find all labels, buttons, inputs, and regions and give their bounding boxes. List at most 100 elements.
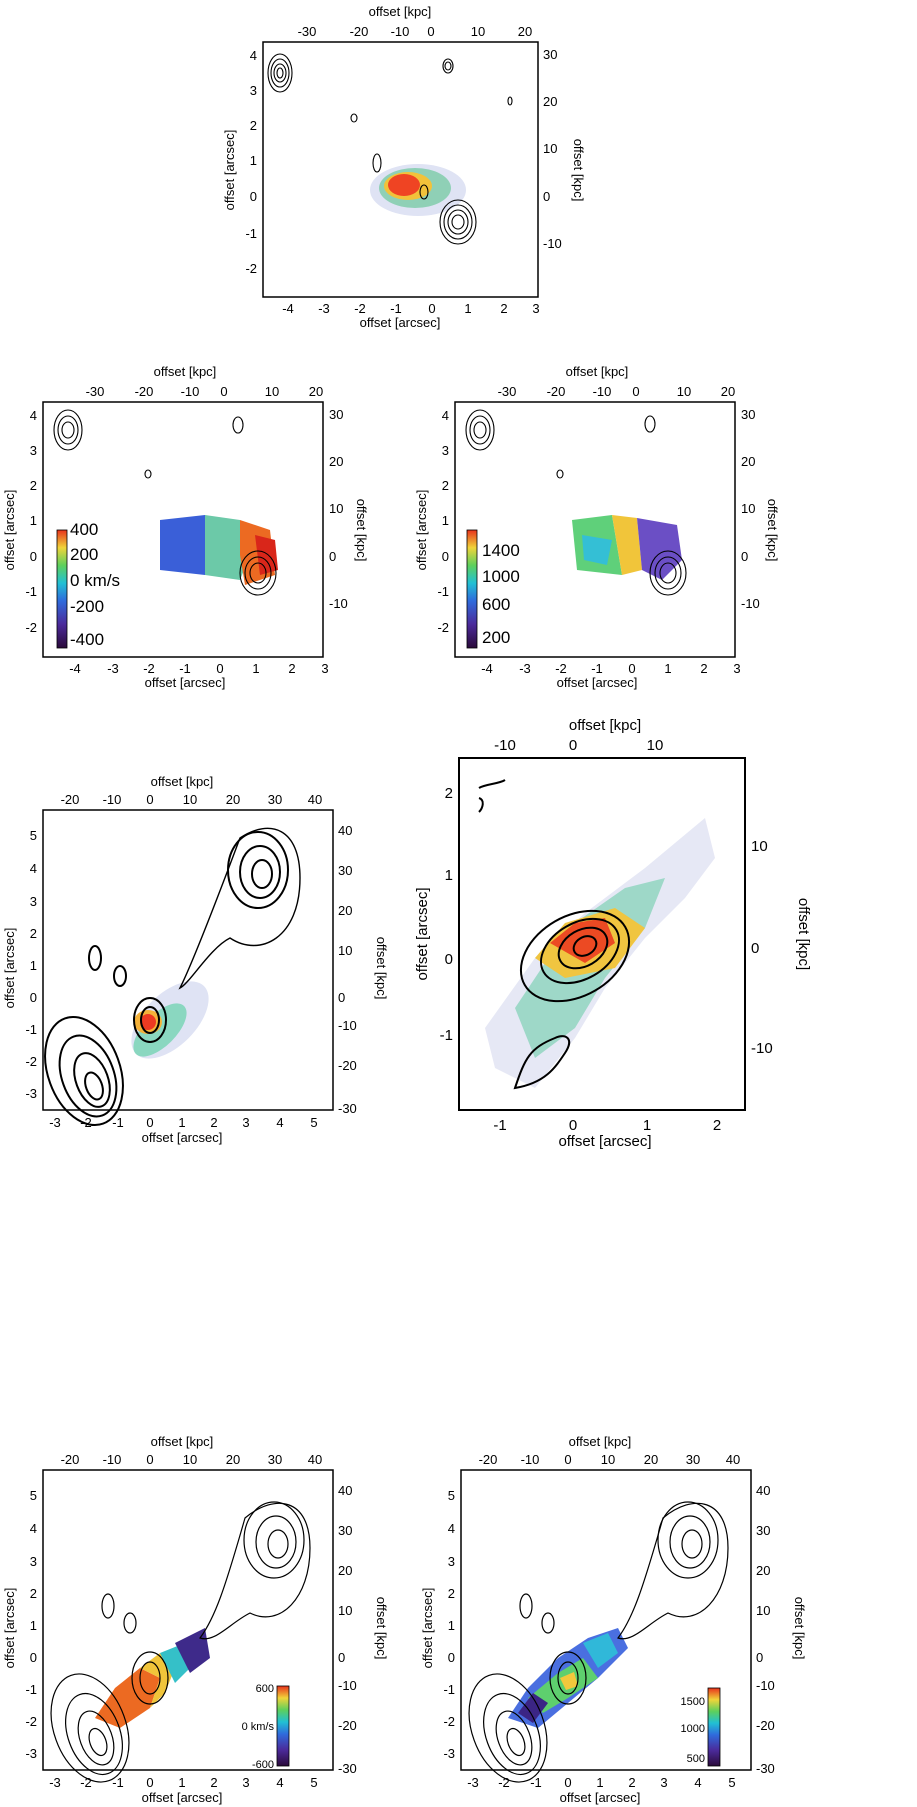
colorbar-label: 1500 [681,1696,705,1708]
plot-frame [42,1469,334,1771]
xtick-top: 30 [686,1452,700,1467]
ytick-right: 0 [329,549,336,564]
ytick-right: 20 [741,454,755,469]
contours [267,53,513,245]
ytick-right: 0 [756,1650,763,1665]
plot-frame [42,401,324,658]
xtick-top: 20 [226,1452,240,1467]
xtick-bottom: 3 [733,661,740,676]
y-axis-label-right: offset [kpc] [795,898,812,970]
ytick-left: -1 [443,1682,455,1697]
xtick-top: 10 [183,1452,197,1467]
xtick-top: -30 [298,24,317,39]
colorbar [276,1685,290,1767]
colorbar-labels: 1400 1000 600 200 [482,541,520,647]
x-axis-label-top: offset [kpc] [566,364,629,379]
panel-4-svg: -3 -2 -1 0 1 2 3 4 5 -20 -10 0 10 20 30 … [2,774,389,1145]
x-axis-label-top: offset [kpc] [154,364,217,379]
ytick-right: 30 [741,407,755,422]
ytick-left: 2 [448,1586,455,1601]
ytick-right: -10 [756,1678,775,1693]
xtick-bottom: 4 [276,1775,283,1790]
xtick-bottom: 5 [310,1115,317,1130]
ytick-left: 2 [250,118,257,133]
xtick-bottom: 3 [532,301,539,316]
colorbar-labels: 600 0 km/s -600 [242,1683,275,1771]
xtick-bottom: 5 [728,1775,735,1790]
ytick-right: 30 [338,1523,352,1538]
xtick-bottom: 3 [242,1115,249,1130]
xtick-bottom: -2 [498,1775,510,1790]
y-axis-label-left: offset [arcsec] [2,490,17,571]
ytick-right: -20 [756,1718,775,1733]
xtick-top: 20 [226,792,240,807]
ytick-left: 0 [448,1650,455,1665]
xtick-top: 10 [677,384,691,399]
x-axis-label-top: offset [kpc] [569,1434,632,1449]
ytick-right: 10 [329,501,343,516]
xtick-bottom: 1 [464,301,471,316]
ytick-left: 5 [448,1488,455,1503]
colorbar-label: 200 [482,628,510,647]
xtick-top: 0 [427,24,434,39]
y-ticks-right: -30 -20 -10 0 10 20 30 40 [338,1483,357,1776]
y-axis-label-left: offset [arcsec] [222,130,237,211]
ytick-left: 4 [250,48,257,63]
xtick-bottom: 0 [146,1775,153,1790]
colorbar-label: 1400 [482,541,520,560]
ytick-left: 1 [448,1618,455,1633]
x-ticks-bottom: -3 -2 -1 0 1 2 3 4 5 [49,1115,317,1130]
ytick-left: 1 [30,513,37,528]
ytick-left: 2 [30,1586,37,1601]
contours [468,1501,729,1783]
xtick-bottom: -2 [80,1115,92,1130]
xtick-top: -20 [61,792,80,807]
ytick-left: -2 [25,1054,37,1069]
y-ticks-right: -10 0 10 20 30 [741,407,760,611]
ytick-right: 40 [756,1483,770,1498]
ytick-right: 40 [338,823,352,838]
plot-frame [460,1469,752,1771]
xtick-top: 40 [308,1452,322,1467]
plot-frame [454,401,736,658]
ytick-right: -10 [338,1018,357,1033]
y-ticks-left: -3 -2 -1 0 1 2 3 4 5 [25,1488,37,1761]
panel-5-zoom-map: -1 0 1 2 -10 0 10 -1 0 1 2 -10 0 10 offs… [414,708,815,1150]
xtick-bottom: -2 [354,301,366,316]
x-axis-label-bottom: offset [arcsec] [558,1133,651,1150]
color-map [572,515,682,580]
xtick-bottom: 2 [288,661,295,676]
y-axis-label-right: offset [kpc] [354,499,369,562]
ytick-left: -2 [437,620,449,635]
x-ticks-top: -30 -20 -10 0 10 20 [298,24,533,39]
colorbar-label: 200 [70,545,98,564]
ytick-right: 10 [756,1603,770,1618]
ytick-left: -1 [25,1682,37,1697]
xtick-bottom: -3 [519,661,531,676]
colorbar-labels: 1500 1000 500 [681,1696,705,1765]
xtick-top: -30 [86,384,105,399]
xtick-top: -10 [391,24,410,39]
ytick-right: -10 [751,1040,773,1057]
y-axis-label-right: offset [kpc] [374,1597,389,1660]
y-axis-label-right: offset [kpc] [765,499,780,562]
ytick-right: 10 [338,1603,352,1618]
y-axis-label-right: offset [kpc] [374,937,389,1000]
ytick-right: -30 [338,1101,357,1116]
xtick-bottom: 0 [569,1117,577,1134]
xtick-bottom: 0 [428,301,435,316]
ytick-left: -3 [443,1746,455,1761]
ytick-right: -20 [338,1718,357,1733]
ytick-left: 1 [250,153,257,168]
ytick-right: 0 [543,189,550,204]
ytick-left: 0 [30,990,37,1005]
colorbar [466,529,478,649]
x-axis-label-top: offset [kpc] [369,4,432,19]
xtick-top: 0 [632,384,639,399]
xtick-bottom: 2 [210,1115,217,1130]
panel-3-svg: 1400 1000 600 200 -4 -3 -2 -1 0 1 2 3 -3… [414,364,780,690]
y-ticks-right: -30 -20 -10 0 10 20 30 40 [756,1483,775,1776]
x-ticks-top: -10 0 10 [494,737,663,754]
x-ticks-top: -20 -10 0 10 20 30 40 [479,1452,741,1467]
ytick-left: 1 [30,958,37,973]
